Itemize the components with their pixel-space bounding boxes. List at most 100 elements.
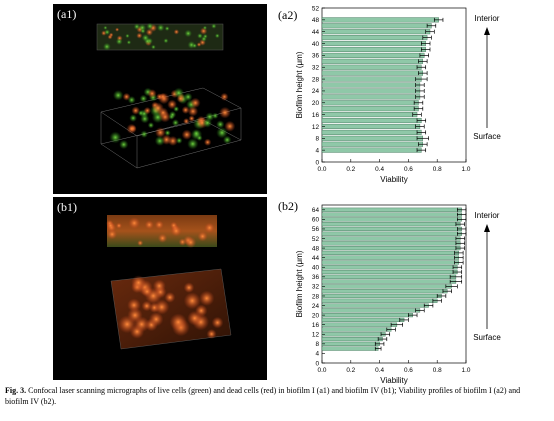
cell-blob xyxy=(187,138,199,150)
figure-caption: Fig. 3. Confocal laser scanning microgra… xyxy=(5,385,545,407)
cell-blob xyxy=(164,26,170,32)
y-tick-label: 52 xyxy=(312,236,320,243)
y-tick-label: 16 xyxy=(312,322,320,329)
cell-blob xyxy=(199,290,215,306)
bar xyxy=(321,346,379,351)
y-tick-label: 16 xyxy=(312,112,320,119)
y-tick-label: 4 xyxy=(315,351,319,358)
bar xyxy=(321,46,426,52)
cell-blob xyxy=(156,23,165,32)
y-tick-label: 20 xyxy=(312,100,320,107)
arrow-top-label: Interior xyxy=(475,14,500,23)
y-tick-label: 64 xyxy=(312,207,320,214)
cell-blob xyxy=(146,22,154,30)
cell-blob xyxy=(144,220,154,230)
x-tick-label: 0.0 xyxy=(318,166,327,173)
cell-blob xyxy=(148,311,164,327)
cell-blob xyxy=(108,32,114,38)
cell-blob xyxy=(126,123,137,134)
cell-blob xyxy=(183,92,193,102)
cell-blob xyxy=(154,299,170,315)
cell-blob xyxy=(133,23,141,30)
bar xyxy=(321,17,439,23)
x-axis-label: Viability xyxy=(380,376,407,385)
y-tick-label: 40 xyxy=(312,41,320,48)
x-tick-label: 0.4 xyxy=(375,166,384,173)
bar xyxy=(321,29,431,35)
y-tick-label: 48 xyxy=(312,245,320,252)
cell-blob xyxy=(112,90,124,101)
bar xyxy=(321,265,458,270)
cell-blob xyxy=(202,25,208,30)
cell-blob xyxy=(203,138,212,146)
cell-blob xyxy=(140,130,148,138)
cell-blob xyxy=(183,282,195,293)
cell-blob xyxy=(192,43,198,49)
cell-blob xyxy=(164,129,171,137)
cell-blob xyxy=(133,316,150,333)
cell-blob xyxy=(187,310,203,326)
bar xyxy=(321,236,461,241)
cell-blob xyxy=(188,115,195,122)
bar xyxy=(321,23,432,29)
caption-prefix: Fig. 3. xyxy=(5,386,27,395)
bar xyxy=(321,76,422,82)
cell-blob xyxy=(106,221,115,230)
cell-blob xyxy=(156,93,163,101)
bar xyxy=(321,112,418,118)
cell-blob xyxy=(183,292,201,310)
bar xyxy=(321,313,413,318)
bar xyxy=(321,118,422,124)
bar xyxy=(321,279,457,284)
cell-blob xyxy=(115,38,123,45)
cell-blob xyxy=(173,29,180,35)
bar xyxy=(321,284,452,289)
cell-blob xyxy=(129,114,138,123)
cell-blob xyxy=(147,89,157,99)
y-tick-label: 12 xyxy=(312,124,320,131)
bar xyxy=(321,147,422,153)
cell-blob xyxy=(137,109,144,117)
bar xyxy=(321,106,419,112)
y-tick-label: 32 xyxy=(312,284,320,291)
bar xyxy=(321,207,462,212)
bar xyxy=(321,64,422,70)
bar xyxy=(321,141,424,147)
cell-blob xyxy=(154,220,164,230)
bar xyxy=(321,250,460,255)
y-tick-label: 44 xyxy=(312,255,320,262)
cell-blob xyxy=(102,42,111,51)
bar xyxy=(321,274,457,279)
cell-blob xyxy=(197,33,203,39)
x-tick-label: 0.4 xyxy=(375,367,384,374)
bar xyxy=(321,135,424,141)
micrograph-a1: (a1) xyxy=(53,4,267,194)
bar xyxy=(321,293,442,299)
y-tick-label: 28 xyxy=(312,293,320,300)
y-tick-label: 8 xyxy=(315,341,319,348)
bar xyxy=(321,332,386,337)
cell-blob xyxy=(185,236,197,249)
cell-blob xyxy=(128,217,141,230)
x-tick-label: 1.0 xyxy=(462,166,471,173)
bar xyxy=(321,88,421,94)
y-tick-label: 32 xyxy=(312,65,320,72)
cell-blob xyxy=(206,328,217,340)
bar xyxy=(321,222,461,227)
cell-blob xyxy=(181,129,192,140)
cell-blob xyxy=(155,127,166,138)
x-tick-label: 0.0 xyxy=(318,367,327,374)
bar xyxy=(321,336,383,342)
cell-blob xyxy=(196,134,203,142)
micrograph-b1: (b1) xyxy=(53,197,267,380)
y-tick-label: 24 xyxy=(312,88,320,95)
bar xyxy=(321,231,462,236)
bar xyxy=(321,100,419,106)
cell-blob xyxy=(216,126,228,139)
bar xyxy=(321,246,461,251)
cell-blob xyxy=(151,44,156,50)
cell-blob xyxy=(119,139,129,150)
bar xyxy=(321,341,380,346)
cell-blob xyxy=(167,99,177,110)
cell-blob xyxy=(140,114,150,124)
